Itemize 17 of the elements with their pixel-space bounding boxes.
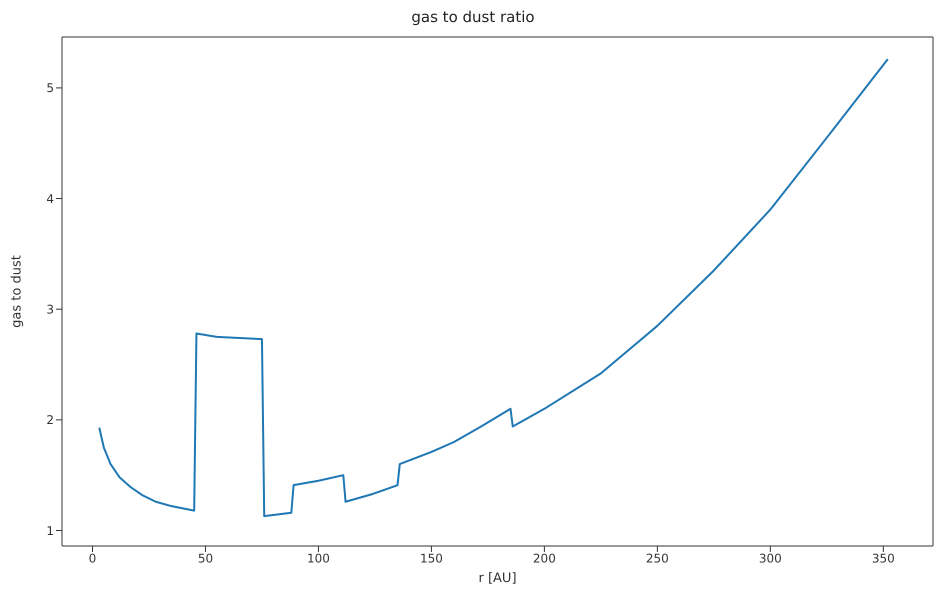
line-series [98,58,889,518]
x-tick-label: 250 [646,552,669,566]
x-tick-label: 350 [872,552,895,566]
x-tick-label: 0 [88,552,96,566]
y-tick-label: 2 [46,413,54,428]
y-axis-title: gas to dust [10,255,25,328]
y-tick-label: 5 [46,81,54,96]
x-tick-label: 150 [420,552,443,566]
x-tick-label: 100 [306,552,330,566]
x-tick-label: 50 [198,552,214,566]
chart-title: gas to dust ratio [410,8,536,28]
y-tick-label: 4 [46,192,54,206]
x-tick-label: 200 [532,552,556,566]
y-tick-label: 1 [46,524,54,538]
x-tick-label: 300 [758,552,782,566]
y-tick-label: 3 [46,302,54,316]
x-axis-title: r [AU] [478,571,517,586]
